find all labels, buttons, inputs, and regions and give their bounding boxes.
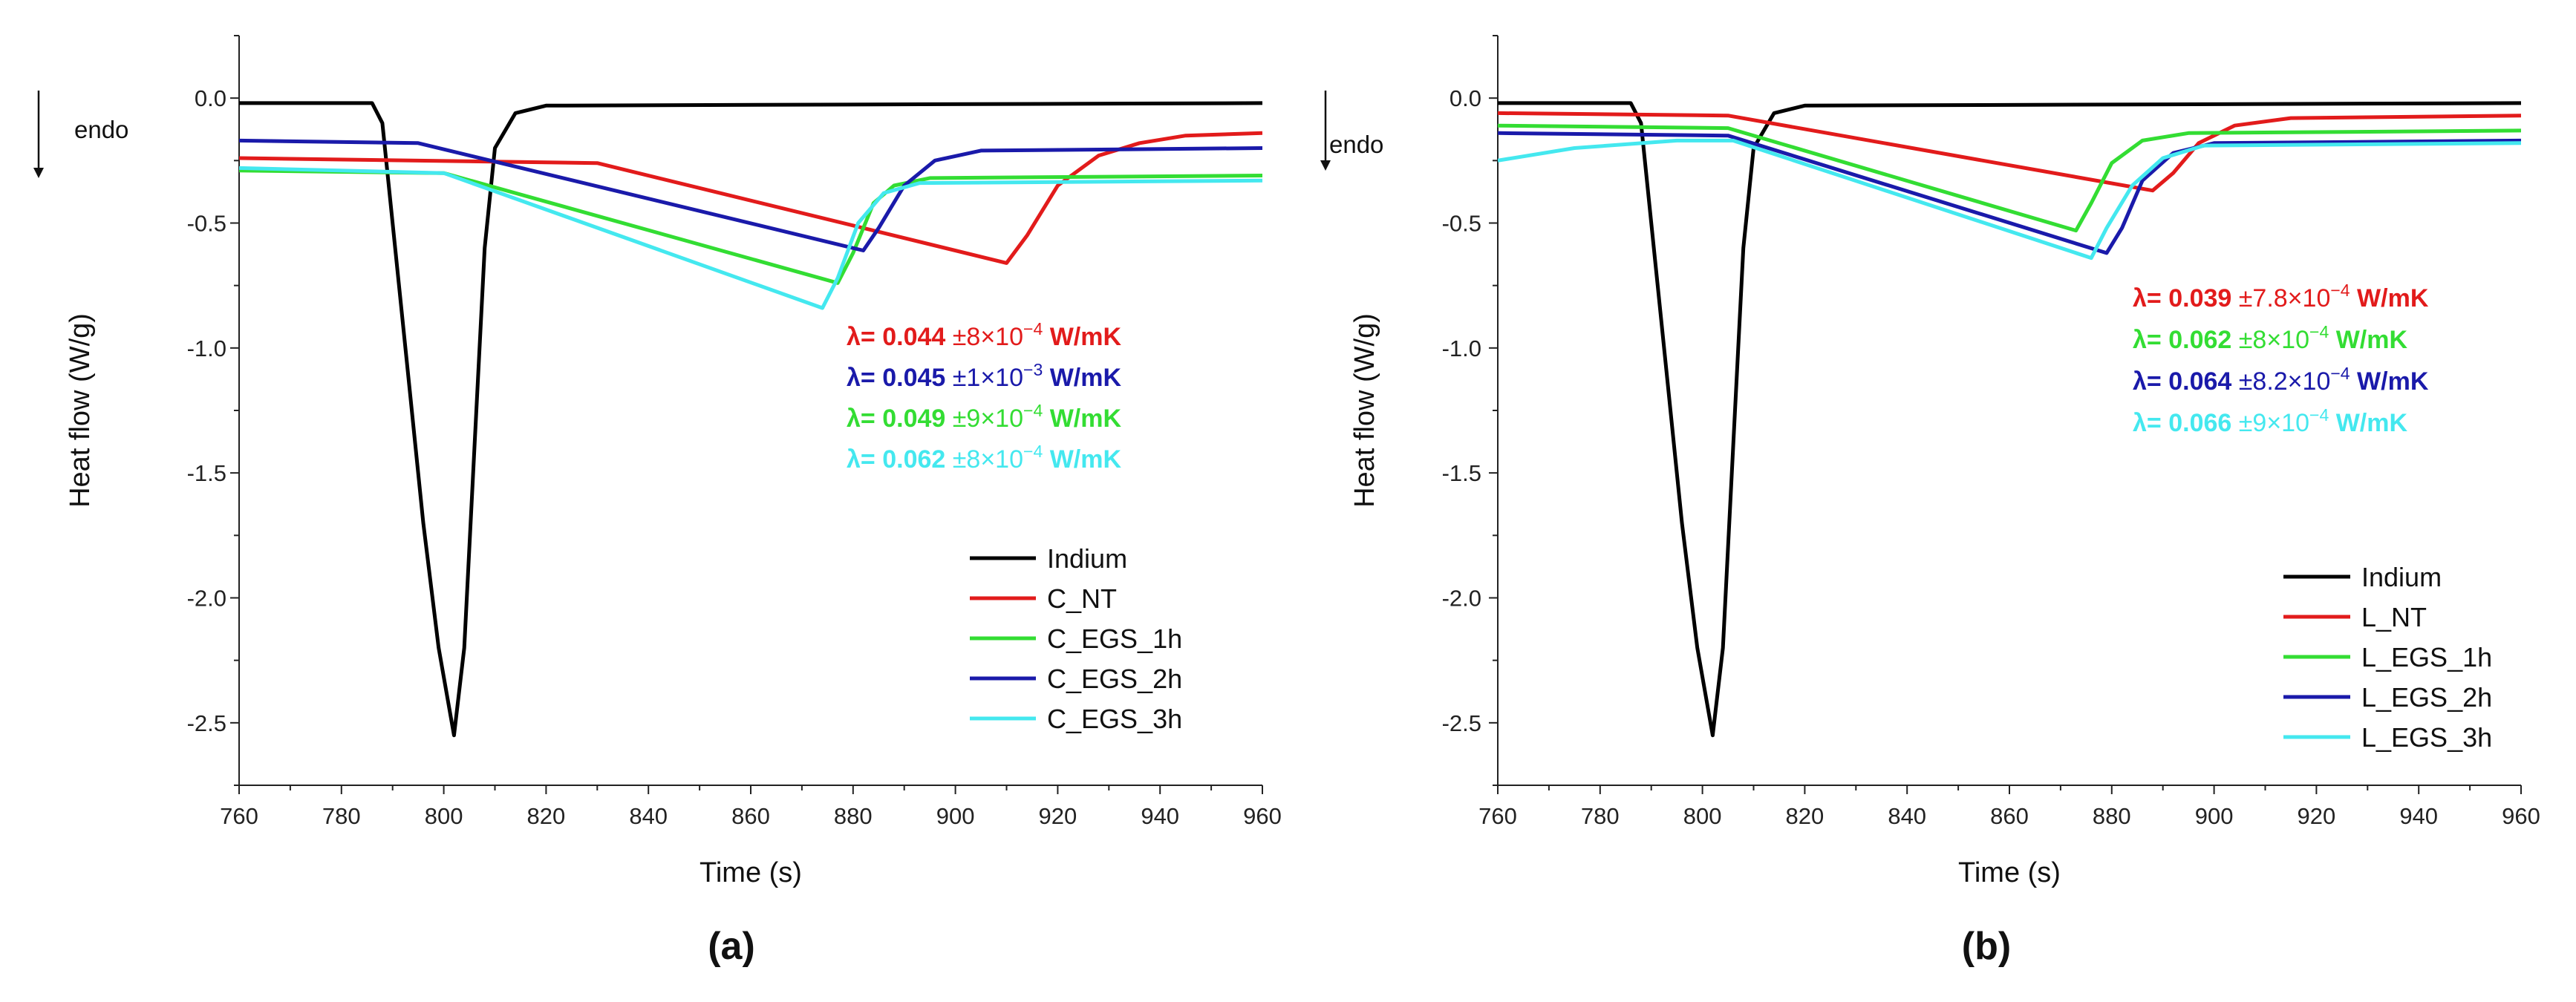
x-tick-label: 860 (731, 803, 770, 829)
y-tick-label: -1.5 (1442, 460, 1481, 486)
y-tick-label: -2.5 (187, 710, 226, 736)
y-tick-label: 0.0 (195, 85, 226, 111)
legend-label: L_EGS_2h (2361, 682, 2492, 713)
y-tick-label: -0.5 (187, 211, 226, 237)
thermal-conductivity-annotation: λ= 0.044 ±8×10−4 W/mK (847, 319, 1121, 351)
legend-label: L_EGS_3h (2361, 722, 2492, 753)
series-group (1498, 101, 2521, 738)
y-tick-label: 0.0 (1450, 85, 1481, 111)
chart-panel-b: 760 780 800 820 840 860 880 900 920 940 960 0.0 -0.5… (1320, 35, 2540, 968)
panel-label: (a) (708, 925, 755, 968)
y-axis-label: Heat flow (W/g) (65, 313, 96, 508)
x-tick-label: 820 (527, 803, 566, 829)
legend-label: C_EGS_2h (1047, 664, 1182, 694)
legend-label: Indium (1047, 543, 1127, 574)
series-line-indium (239, 101, 1262, 738)
y-tick-label: -2.0 (187, 586, 226, 612)
x-tick-label: 760 (1478, 803, 1517, 829)
series-line-c-egs-3h (239, 166, 1262, 310)
legend-label: L_EGS_1h (2361, 642, 2492, 672)
thermal-conductivity-annotation: λ= 0.062 ±8×10−4 W/mK (2133, 322, 2407, 354)
x-tick-label: 860 (1990, 803, 2029, 829)
legend: Indium L_NT L_EGS_1h L_EGS_2h L_EGS_3h (2283, 562, 2492, 753)
thermal-conductivity-annotation: λ= 0.064 ±8.2×10−4 W/mK (2133, 364, 2429, 396)
y-axis-label: Heat flow (W/g) (1349, 313, 1380, 508)
x-tick-label: 800 (425, 803, 463, 829)
legend-label: L_NT (2361, 602, 2427, 632)
chart-panel-a: 760 780 800 820 840 860 880 900 920 940 960 0.0 -0.5… (33, 35, 1282, 968)
x-tick-label: 940 (1141, 803, 1179, 829)
legend-label: Indium (2361, 562, 2442, 592)
y-tick-label: -1.5 (187, 460, 226, 486)
thermal-conductivity-annotation: λ= 0.045 ±1×10−3 W/mK (847, 360, 1121, 392)
thermal-conductivity-annotation: λ= 0.049 ±9×10−4 W/mK (847, 401, 1121, 433)
endo-label: endo (1329, 131, 1383, 158)
legend-label: C_NT (1047, 583, 1117, 614)
series-line-c-egs-2h (239, 138, 1262, 252)
x-tick-label: 960 (1243, 803, 1282, 829)
series-line-l-egs-3h (1498, 138, 2521, 261)
x-axis-label: Time (s) (1958, 857, 2061, 888)
y-tick-label: -2.0 (1442, 586, 1481, 612)
x-tick-label: 900 (936, 803, 975, 829)
series-group (239, 101, 1262, 738)
x-tick-label: 960 (2502, 803, 2540, 829)
series-line-c-nt (239, 131, 1262, 265)
legend: Indium C_NT C_EGS_1h C_EGS_2h C_EGS_3h (970, 543, 1182, 734)
series-line-indium (1498, 101, 2521, 738)
legend-label: C_EGS_3h (1047, 704, 1182, 734)
thermal-conductivity-annotation: λ= 0.066 ±9×10−4 W/mK (2133, 405, 2407, 437)
endo-arrow-head (1320, 160, 1331, 171)
panel-label: (b) (1962, 925, 2011, 968)
thermal-conductivity-annotation: λ= 0.039 ±7.8×10−4 W/mK (2133, 281, 2429, 312)
x-tick-label: 800 (1683, 803, 1722, 829)
y-tick-label: -1.0 (187, 335, 226, 361)
x-tick-label: 760 (220, 803, 258, 829)
y-tick-label: -1.0 (1442, 335, 1481, 361)
y-tick-label: -0.5 (1442, 211, 1481, 237)
x-tick-label: 900 (2195, 803, 2234, 829)
x-tick-label: 920 (1039, 803, 1077, 829)
series-line-l-egs-1h (1498, 123, 2521, 233)
endo-arrow-head (33, 168, 44, 178)
x-tick-label: 840 (1888, 803, 1926, 829)
x-tick-label: 820 (1786, 803, 1825, 829)
x-tick-label: 880 (2093, 803, 2131, 829)
legend-label: C_EGS_1h (1047, 623, 1182, 654)
endo-label: endo (74, 116, 128, 143)
x-tick-label: 780 (1581, 803, 1620, 829)
x-tick-label: 840 (629, 803, 668, 829)
x-tick-label: 880 (834, 803, 873, 829)
x-tick-label: 920 (2298, 803, 2336, 829)
series-line-c-egs-1h (239, 168, 1262, 285)
x-axis-label: Time (s) (700, 857, 802, 888)
x-tick-label: 940 (2399, 803, 2438, 829)
thermal-conductivity-annotation: λ= 0.062 ±8×10−4 W/mK (847, 442, 1121, 474)
series-line-l-nt (1498, 111, 2521, 193)
x-tick-label: 780 (322, 803, 361, 829)
y-tick-label: -2.5 (1442, 710, 1481, 736)
